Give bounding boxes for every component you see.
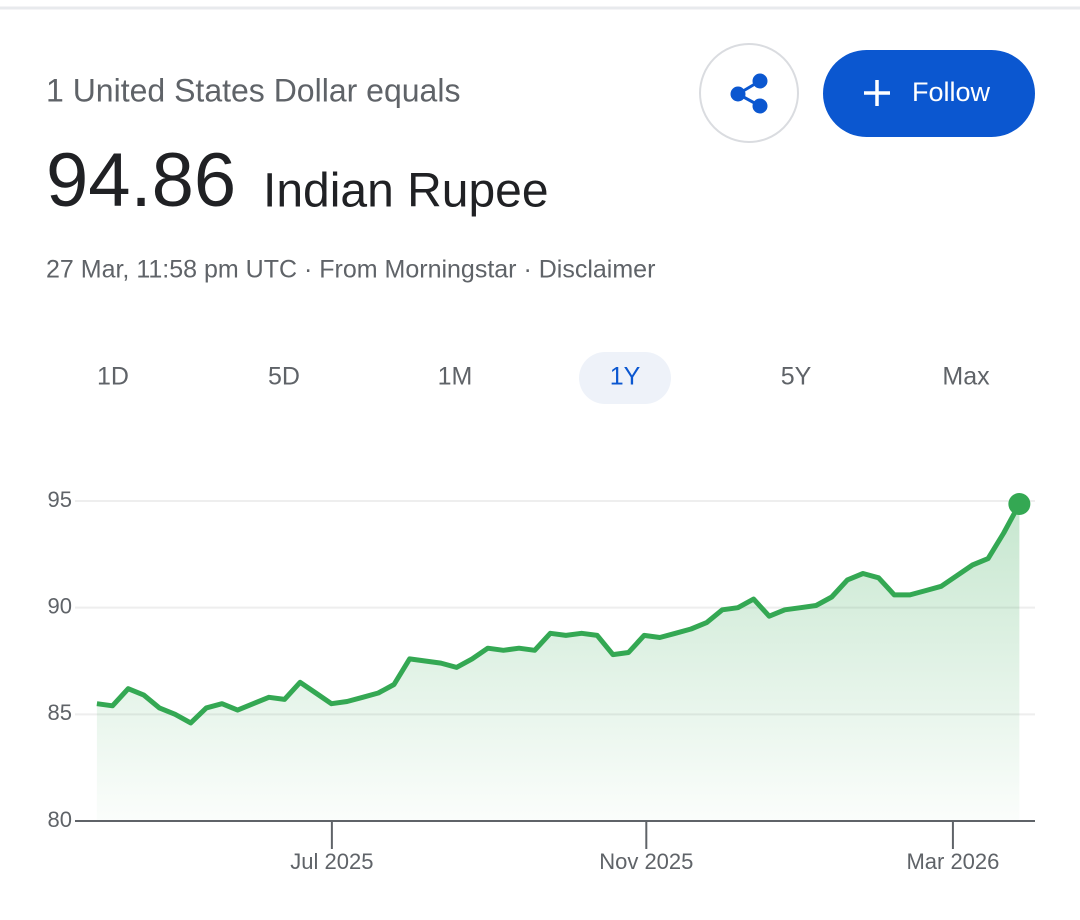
end-marker: [1008, 492, 1031, 515]
area-fill: [96, 504, 1020, 821]
range-tabs: 1D 5D 1M 1Y 5Y Max: [97, 352, 990, 404]
x-tick-label: Nov 2025: [599, 849, 693, 874]
follow-label: Follow: [912, 77, 991, 107]
y-tick-label: 80: [48, 807, 72, 832]
share-button[interactable]: [699, 43, 799, 143]
tab-label: 1Y: [610, 363, 641, 391]
y-tick-label: 95: [48, 487, 72, 512]
x-tick-label: Jul 2025: [290, 849, 373, 874]
follow-button[interactable]: Follow: [823, 50, 1035, 137]
tab-label: 1D: [97, 363, 129, 391]
tab-label: Max: [942, 363, 990, 391]
range-tab[interactable]: 1Y: [579, 352, 671, 404]
tab-label: 5D: [268, 363, 300, 391]
range-tab[interactable]: 1M: [438, 363, 473, 391]
tab-label: 1M: [438, 363, 473, 391]
range-tab[interactable]: 5D: [268, 363, 300, 391]
price-line: [96, 502, 1022, 726]
y-tick-label: 85: [48, 700, 72, 725]
subtitle: 1 United States Dollar equals: [46, 72, 460, 108]
range-tab[interactable]: 1D: [97, 363, 129, 391]
currency: Indian Rupee: [263, 165, 549, 218]
tab-label: 5Y: [781, 363, 812, 391]
amount: 94.86: [46, 138, 236, 223]
chart: 80 85 90 95 Jul 2025 Nov 2025 Mar 2026: [48, 487, 1035, 874]
range-tab[interactable]: Max: [942, 363, 990, 391]
follow-bg: [823, 50, 1035, 137]
y-tick-label: 90: [48, 593, 72, 618]
tab-highlight: [579, 352, 671, 404]
range-tab[interactable]: 5Y: [781, 363, 812, 391]
share-icon: [730, 73, 768, 114]
plus-icon: [864, 80, 890, 106]
meta[interactable]: 27 Mar, 11:58 pm UTC · From Morningstar …: [46, 256, 655, 284]
x-tick-label: Mar 2026: [906, 849, 999, 874]
share-circle: [699, 43, 799, 143]
